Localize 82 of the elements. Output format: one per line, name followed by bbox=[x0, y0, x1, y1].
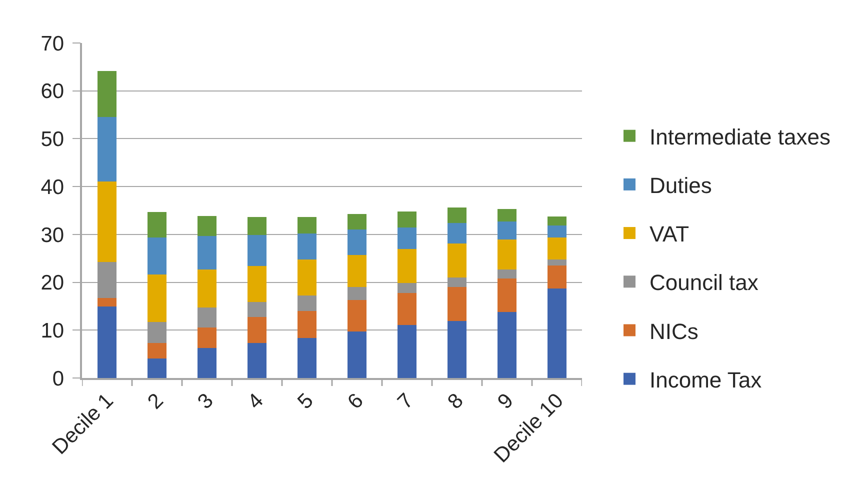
bar bbox=[448, 208, 466, 223]
x-tick-label: 2 bbox=[143, 389, 168, 414]
bar bbox=[398, 324, 416, 378]
bar bbox=[298, 217, 316, 234]
bar bbox=[398, 248, 416, 283]
bar bbox=[498, 269, 516, 278]
x-tick-label: 8 bbox=[443, 389, 468, 414]
bar bbox=[448, 321, 466, 378]
bar bbox=[398, 292, 416, 325]
y-tick-label: 70 bbox=[40, 32, 64, 56]
y-tick-label: 10 bbox=[40, 319, 64, 342]
bar bbox=[298, 259, 316, 296]
bar bbox=[198, 216, 216, 236]
x-tick-label: 9 bbox=[493, 389, 518, 414]
bar bbox=[298, 296, 316, 311]
x-tick-label: 6 bbox=[343, 389, 368, 414]
bar bbox=[548, 259, 566, 266]
legend-label: VAT bbox=[650, 222, 690, 247]
bar bbox=[498, 312, 516, 378]
bar bbox=[548, 237, 566, 260]
legend-label: Intermediate taxes bbox=[650, 124, 830, 150]
bar bbox=[198, 348, 216, 378]
bar bbox=[448, 278, 466, 288]
bar bbox=[148, 343, 166, 358]
bar bbox=[98, 181, 116, 262]
y-tick-label: 20 bbox=[40, 272, 64, 295]
y-tick-label: 0 bbox=[52, 367, 64, 390]
y-tick-label: 50 bbox=[40, 128, 64, 152]
bar bbox=[198, 308, 216, 328]
bar bbox=[198, 327, 216, 348]
x-tick-label: 3 bbox=[193, 389, 218, 414]
bar bbox=[198, 236, 216, 270]
bar bbox=[548, 216, 566, 226]
bar bbox=[398, 227, 416, 249]
bar bbox=[348, 255, 366, 288]
y-tick-label: 40 bbox=[40, 176, 64, 199]
x-tick-label: 7 bbox=[393, 389, 418, 414]
bar bbox=[398, 211, 416, 228]
bar bbox=[398, 282, 416, 293]
bar bbox=[548, 225, 566, 238]
x-tick-label: 4 bbox=[243, 388, 268, 414]
bar bbox=[298, 311, 316, 338]
bar bbox=[348, 287, 366, 300]
bar bbox=[548, 266, 566, 289]
bar bbox=[298, 338, 316, 378]
y-tick-label: 60 bbox=[40, 80, 64, 104]
bar bbox=[248, 302, 266, 318]
bar bbox=[148, 237, 166, 275]
bar bbox=[448, 244, 466, 278]
bar bbox=[248, 317, 266, 344]
bar bbox=[148, 212, 166, 238]
bar bbox=[348, 300, 366, 332]
bar bbox=[148, 274, 166, 322]
bar bbox=[498, 222, 516, 240]
bar bbox=[98, 298, 116, 307]
bar bbox=[448, 287, 466, 322]
bar bbox=[448, 222, 466, 244]
y-tick-label: 30 bbox=[40, 224, 64, 247]
bar bbox=[148, 358, 166, 378]
bar bbox=[348, 230, 366, 256]
bar bbox=[248, 234, 266, 266]
bar bbox=[148, 322, 166, 344]
bar bbox=[98, 117, 116, 182]
bar bbox=[548, 288, 566, 378]
bar bbox=[248, 217, 266, 235]
bar bbox=[498, 240, 516, 270]
bar bbox=[198, 269, 216, 308]
legend-label: Income Tax bbox=[650, 367, 762, 392]
legend-label: NICs bbox=[650, 318, 698, 344]
legend-label: Council tax bbox=[650, 270, 758, 296]
bar bbox=[498, 209, 516, 222]
bar bbox=[498, 278, 516, 312]
legend-label: Duties bbox=[650, 173, 712, 198]
bar bbox=[348, 332, 366, 378]
bar bbox=[98, 70, 116, 118]
bar bbox=[248, 343, 266, 378]
x-tick-label: 5 bbox=[293, 389, 318, 414]
bar bbox=[348, 214, 366, 230]
bar bbox=[248, 266, 266, 302]
bar bbox=[298, 233, 316, 260]
bar bbox=[98, 262, 116, 298]
bar bbox=[98, 306, 116, 378]
